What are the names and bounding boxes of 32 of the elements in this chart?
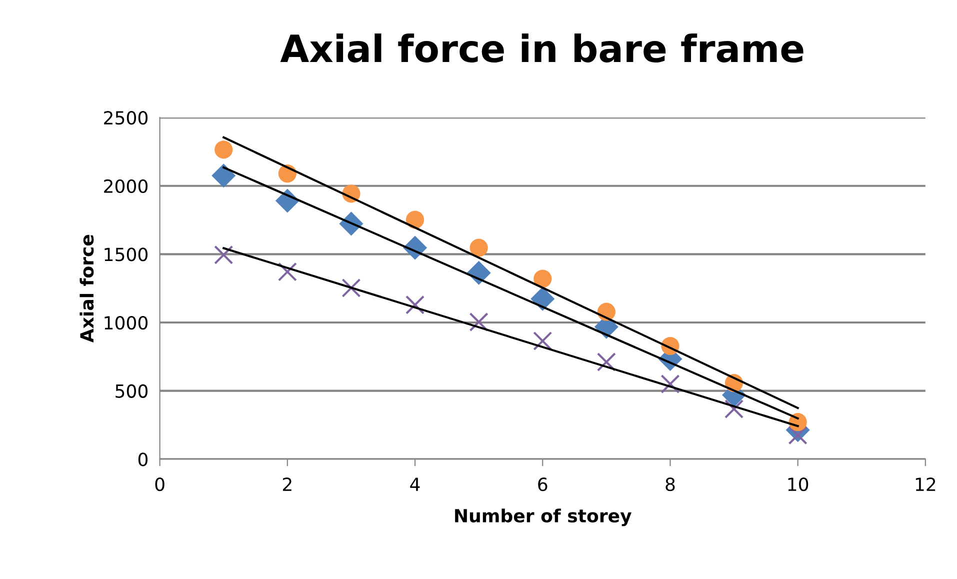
point	[788, 426, 808, 445]
point	[214, 140, 233, 159]
point	[534, 270, 552, 288]
x-tick-label: 8	[666, 478, 675, 492]
point	[212, 164, 236, 188]
x-tick-label: 12	[916, 478, 936, 491]
y-tick-label: 500	[116, 384, 148, 398]
y-axis-title: Axial force	[80, 234, 94, 343]
x-tick-label: 6	[538, 478, 548, 492]
chart-title: Axial force in bare frame	[280, 33, 804, 63]
y-tick-label: 2500	[104, 110, 148, 125]
point	[278, 262, 297, 282]
point	[530, 286, 555, 311]
x-tick-label: 0	[155, 478, 164, 492]
point	[596, 352, 616, 372]
y-tick-label: 1000	[104, 316, 148, 330]
y-tick-label: 0	[138, 452, 148, 466]
y-tick-label: 2000	[104, 179, 148, 193]
y-tick-label: 1500	[104, 248, 148, 262]
x-tick-label: 4	[410, 478, 420, 491]
x-tick-label: 2	[283, 478, 292, 491]
point	[405, 295, 425, 314]
point	[724, 399, 744, 419]
point	[660, 374, 680, 394]
point	[214, 245, 234, 264]
x-tick-label: 10	[788, 478, 808, 492]
point	[469, 312, 488, 332]
x-axis-title: Number of storey	[455, 508, 632, 526]
point	[470, 238, 488, 257]
point	[342, 278, 361, 298]
point	[406, 210, 424, 229]
point	[533, 331, 552, 350]
